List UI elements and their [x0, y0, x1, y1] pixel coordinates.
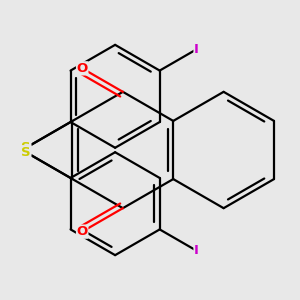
- Text: I: I: [194, 43, 199, 56]
- Text: S: S: [21, 146, 31, 159]
- Text: O: O: [76, 62, 88, 75]
- Text: O: O: [76, 225, 88, 238]
- Text: I: I: [194, 244, 199, 257]
- Text: S: S: [21, 141, 31, 154]
